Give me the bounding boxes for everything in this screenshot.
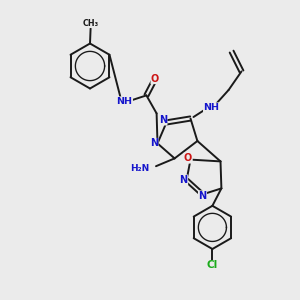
Text: N: N — [150, 138, 158, 148]
Text: NH: NH — [116, 97, 133, 106]
Text: NH: NH — [203, 103, 220, 112]
Text: N: N — [198, 191, 207, 201]
Text: N: N — [159, 115, 167, 125]
Text: O: O — [184, 153, 192, 163]
Text: CH₃: CH₃ — [82, 19, 99, 28]
Text: Cl: Cl — [207, 260, 218, 271]
Text: H₂N: H₂N — [130, 164, 149, 173]
Text: O: O — [151, 74, 159, 84]
Text: N: N — [179, 175, 188, 185]
